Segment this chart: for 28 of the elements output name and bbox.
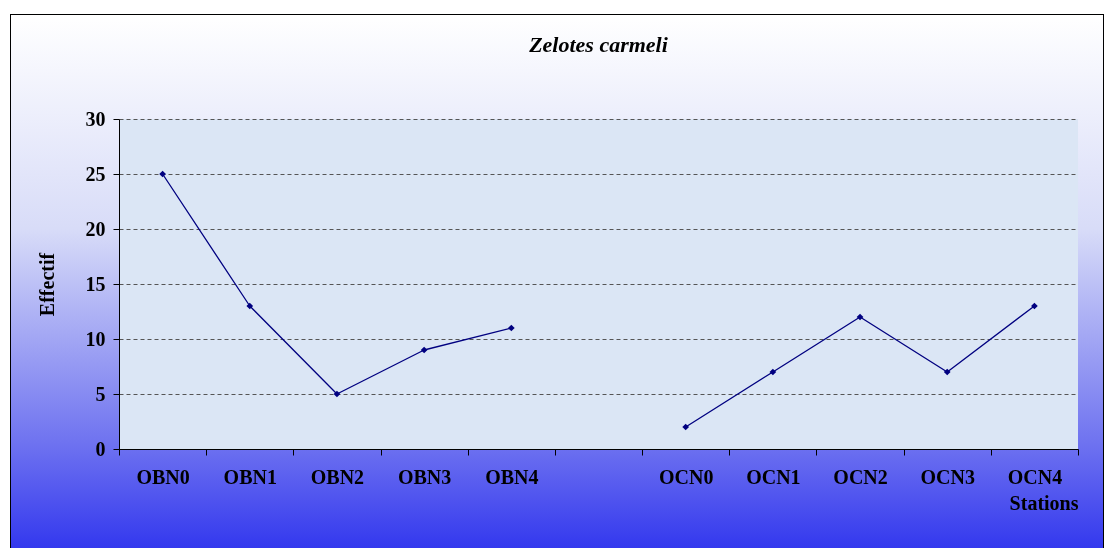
y-tick-label: 15	[85, 272, 106, 295]
point	[769, 368, 777, 376]
point	[682, 423, 690, 431]
y-tick-label: 25	[85, 162, 106, 185]
x-tick-label: OCN1	[746, 465, 801, 488]
x-tick-label: OCN2	[833, 465, 888, 488]
y-tick-label: 5	[95, 382, 106, 405]
y-tick-label: 10	[85, 327, 106, 350]
y-tick-label: 30	[85, 107, 106, 130]
point	[333, 390, 341, 398]
x-tick-label: OCN3	[920, 465, 975, 488]
point	[943, 368, 951, 376]
x-tick-label: OBN1	[223, 465, 277, 488]
x-tick-label: OBN4	[485, 465, 539, 488]
point	[420, 346, 428, 354]
x-tick-label: OCN0	[658, 465, 714, 488]
x-tick-label: OBN3	[397, 465, 452, 488]
y-axis-title: Effectif	[35, 252, 58, 317]
x-tick-label: OBN2	[310, 465, 365, 488]
x-axis-title: Stations	[1009, 491, 1079, 514]
y-tick-label: 20	[85, 217, 106, 240]
point	[507, 324, 515, 332]
point	[856, 313, 864, 321]
y-tick-label: 0	[95, 437, 106, 460]
chart-title: Zelotes carmeli	[528, 32, 669, 57]
x-tick-label: OCN4	[1007, 465, 1063, 488]
point	[246, 302, 254, 310]
x-tick-label: OBN0	[136, 465, 190, 488]
